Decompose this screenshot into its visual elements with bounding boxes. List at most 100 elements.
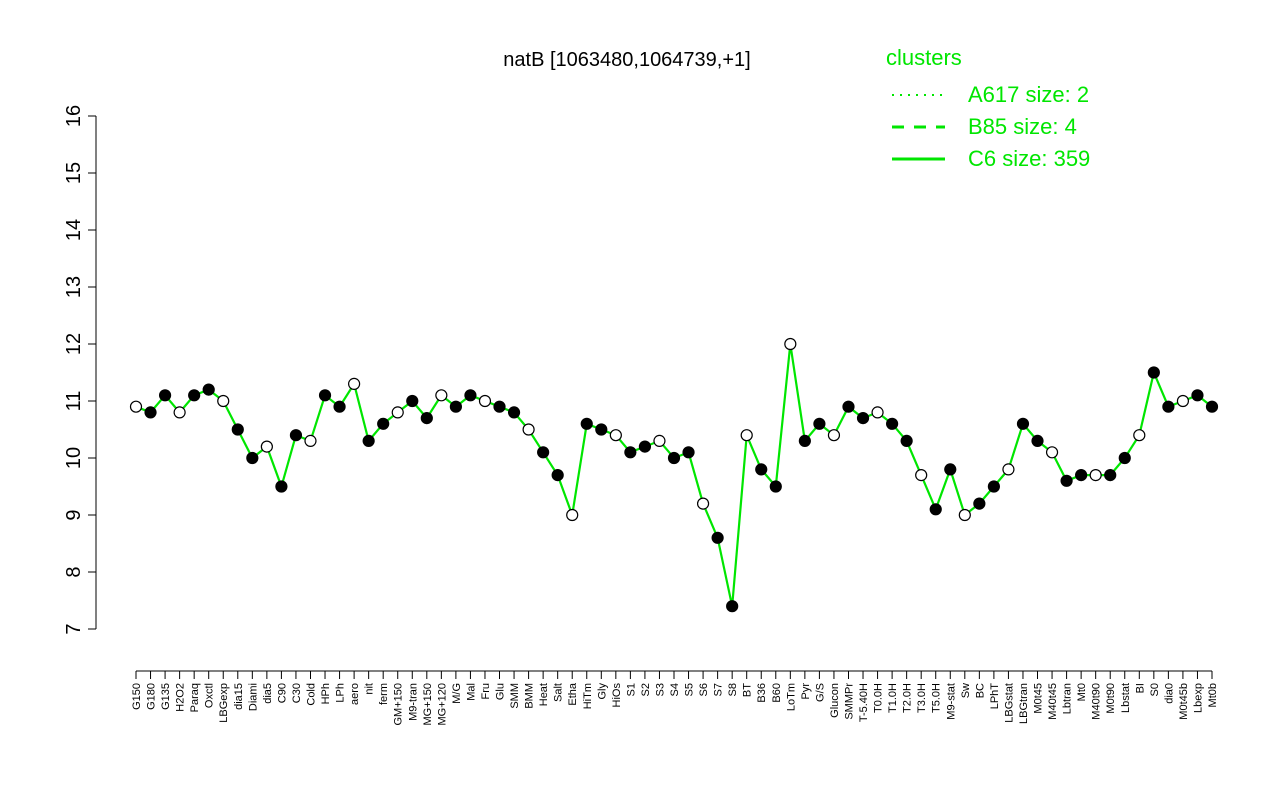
data-point bbox=[609, 429, 622, 442]
x-tick-label: LoTm bbox=[785, 683, 797, 711]
data-point bbox=[348, 377, 361, 390]
data-point bbox=[929, 503, 942, 516]
data-point bbox=[377, 417, 390, 430]
x-tick-label: Glu bbox=[495, 683, 507, 700]
x-tick-label: G/S bbox=[814, 683, 826, 702]
x-tick-label: Mal bbox=[465, 683, 477, 701]
data-point bbox=[144, 406, 157, 419]
y-tick-label: 11 bbox=[63, 391, 85, 412]
x-tick-label: BI bbox=[1134, 683, 1146, 693]
data-point bbox=[318, 389, 332, 402]
data-point bbox=[391, 406, 404, 419]
data-point bbox=[1089, 469, 1102, 482]
data-point bbox=[755, 463, 768, 476]
x-tick-label: GM+150 bbox=[393, 683, 405, 726]
x-tick-label: T1.0H bbox=[887, 683, 899, 713]
data-point bbox=[435, 389, 448, 402]
data-point bbox=[260, 440, 273, 453]
legend-label-b85: B85 size: 4 bbox=[968, 114, 1077, 139]
data-point bbox=[1162, 400, 1175, 413]
x-tick-label: LBGexp bbox=[218, 683, 230, 723]
series-line bbox=[135, 343, 1213, 607]
x-tick-label: Pyr bbox=[800, 683, 812, 700]
x-tick-label: LBGstat bbox=[1003, 683, 1015, 723]
x-tick-label: G180 bbox=[146, 683, 158, 710]
y-tick-label: 13 bbox=[63, 276, 85, 298]
x-tick-label: T-5.40H bbox=[858, 683, 870, 722]
data-point bbox=[1031, 434, 1044, 447]
data-point bbox=[1191, 389, 1204, 402]
x-tick-label: dia5 bbox=[262, 683, 274, 704]
data-point bbox=[1133, 429, 1146, 442]
x-tick-label: Gly bbox=[596, 683, 608, 700]
data-point bbox=[973, 497, 986, 510]
x-tick-label: Sw bbox=[960, 683, 972, 698]
legend: clusters A617 size: 2 B85 size: 4 C6 siz… bbox=[886, 45, 1090, 171]
x-tick-label: dia15 bbox=[233, 683, 245, 710]
data-point bbox=[333, 400, 346, 413]
x-tick-label: Lbtran bbox=[1062, 683, 1074, 714]
x-tick-label: HiOs bbox=[611, 683, 623, 708]
x-tick-label: M9-tran bbox=[407, 683, 419, 721]
data-point bbox=[580, 417, 593, 430]
x-tick-label: S1 bbox=[625, 683, 637, 696]
data-point bbox=[740, 429, 753, 442]
x-tick-label: MG+150 bbox=[422, 683, 434, 726]
data-point bbox=[246, 451, 259, 465]
data-point bbox=[827, 429, 841, 442]
x-tick-label: SMMPr bbox=[843, 683, 855, 720]
x-tick-label: T3.0H bbox=[916, 683, 928, 713]
x-tick-label: Glucon bbox=[829, 683, 841, 718]
data-point bbox=[900, 434, 913, 447]
y-tick-label: 16 bbox=[63, 105, 85, 127]
data-point bbox=[449, 400, 462, 413]
data-point bbox=[944, 463, 957, 476]
x-tick-label: S0 bbox=[1149, 683, 1161, 696]
x-tick-label: LBGtran bbox=[1018, 683, 1030, 724]
x-tick-label: BC bbox=[974, 683, 986, 698]
data-point bbox=[1104, 469, 1117, 482]
y-tick-label: 7 bbox=[63, 623, 85, 634]
data-point bbox=[304, 434, 317, 447]
x-tick-label: S8 bbox=[727, 683, 739, 696]
data-point bbox=[362, 434, 375, 447]
x-tick-label: S3 bbox=[654, 683, 666, 696]
legend-title: clusters bbox=[886, 45, 962, 70]
y-tick-label: 12 bbox=[63, 333, 85, 355]
data-point bbox=[813, 417, 826, 430]
data-point bbox=[784, 337, 797, 351]
x-tick-label: Lbstat bbox=[1120, 683, 1132, 713]
data-point bbox=[1205, 400, 1219, 413]
data-point bbox=[551, 469, 564, 482]
x-tick-label: M40t90 bbox=[1091, 683, 1103, 720]
x-tick-label: Cold bbox=[305, 683, 317, 706]
x-tick-label: S7 bbox=[713, 683, 725, 696]
y-tick-label: 8 bbox=[63, 566, 85, 577]
y-tick-label: 15 bbox=[63, 162, 85, 184]
data-point bbox=[478, 394, 492, 408]
y-tick-label: 9 bbox=[63, 509, 85, 520]
data-point bbox=[667, 451, 681, 465]
x-tick-label: nit bbox=[364, 683, 376, 695]
x-tick-label: H2O2 bbox=[175, 683, 187, 712]
x-tick-label: S2 bbox=[640, 683, 652, 696]
data-point bbox=[958, 508, 971, 522]
x-tick-label: Mt0 bbox=[1076, 683, 1088, 701]
x-tick-label: Diami bbox=[247, 683, 259, 711]
data-point bbox=[595, 423, 608, 436]
x-tick-label: Fru bbox=[480, 683, 492, 700]
data-point bbox=[537, 446, 550, 459]
x-tick-label: Salt bbox=[553, 683, 565, 702]
x-tick-label: Heat bbox=[538, 683, 550, 706]
x-tick-label: M9-stat bbox=[945, 683, 957, 720]
y-axis: 7 8 9 10 11 12 13 14 15 16 bbox=[63, 105, 97, 635]
x-tick-label: Etha bbox=[567, 682, 579, 706]
x-tick-label: B60 bbox=[771, 683, 783, 703]
data-point bbox=[987, 480, 1000, 493]
x-tick-label: C30 bbox=[291, 683, 303, 703]
x-tick-label: Oxctl bbox=[204, 683, 216, 708]
data-point bbox=[188, 389, 201, 402]
x-tick-label: S5 bbox=[684, 683, 696, 696]
data-point bbox=[1147, 366, 1160, 379]
data-point bbox=[1075, 469, 1088, 482]
